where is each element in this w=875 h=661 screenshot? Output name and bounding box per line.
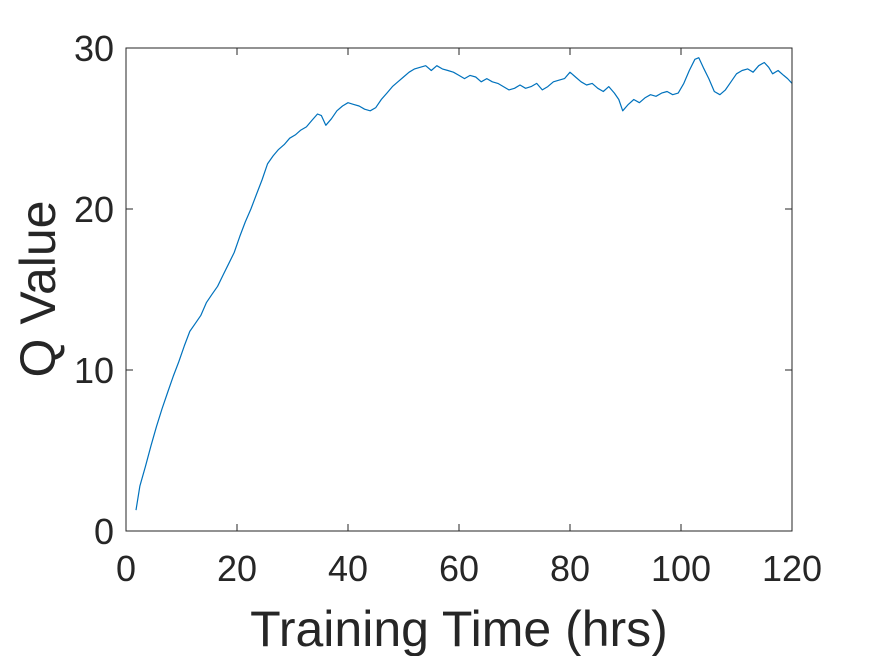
y-tick-label: 10: [74, 350, 114, 391]
x-axis-title: Training Time (hrs): [250, 601, 668, 656]
y-tick-label: 20: [74, 189, 114, 230]
x-tick-labels: 0 20 40 60 80 100 120: [116, 548, 822, 589]
x-tick-label: 120: [762, 548, 822, 589]
x-tick-label: 80: [550, 548, 590, 589]
y-tick-label: 30: [74, 28, 114, 69]
y-axis-title: Q Value: [10, 201, 66, 378]
series-layer: [135, 57, 793, 511]
x-tick-label: 0: [116, 548, 136, 589]
q-value-series-line: [135, 57, 793, 511]
y-tick-labels: 0 10 20 30: [74, 28, 114, 552]
x-tick-label: 40: [328, 548, 368, 589]
x-tick-label: 60: [439, 548, 479, 589]
y-tick-label: 0: [94, 511, 114, 552]
plot-frame: [125, 47, 793, 532]
plot-background: [126, 48, 792, 531]
x-tick-label: 100: [651, 548, 711, 589]
x-tick-label: 20: [217, 548, 257, 589]
